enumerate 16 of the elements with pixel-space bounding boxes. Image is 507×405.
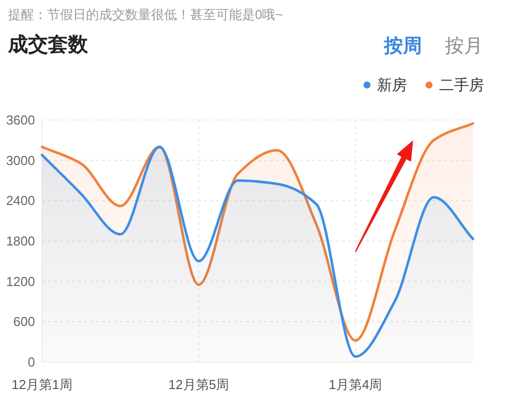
- x-tick-label: 1月第4周: [328, 377, 382, 392]
- y-tick-label: 0: [28, 354, 35, 370]
- legend-label: 二手房: [439, 77, 484, 94]
- y-tick-label: 2400: [6, 193, 35, 208]
- text: 按周: [383, 35, 422, 57]
- y-tick-label: 1800: [6, 234, 35, 248]
- y-tick-label: 600: [13, 314, 35, 330]
- y-tick-label: 1200: [6, 274, 35, 289]
- y-tick-label: 3000: [6, 152, 35, 168]
- x-tick-label: 12月第1周: [12, 377, 72, 392]
- text: 按月: [445, 36, 483, 57]
- legend-label: 新房: [377, 77, 407, 94]
- x-tick-label: 12月第5周: [168, 377, 230, 392]
- chart-title: 成交套数: [7, 33, 89, 56]
- chart-subtitle: 提醒：节假日的成交数量很低！甚至可能是0哦~: [8, 7, 284, 22]
- y-tick-label: 3600: [6, 112, 35, 128]
